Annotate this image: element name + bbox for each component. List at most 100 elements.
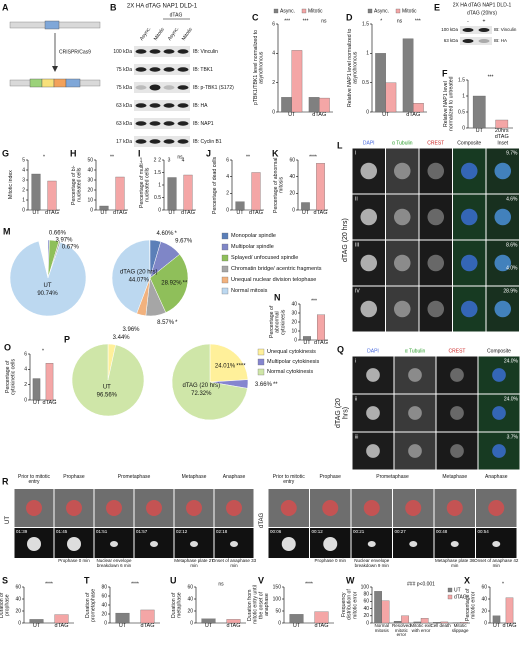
y-tick-label: 0: [272, 109, 275, 115]
frame-caption: Prophase 0 min: [58, 558, 90, 563]
cell: [450, 444, 464, 458]
y-tick-label: 2: [158, 157, 161, 163]
legend-swatch: [221, 243, 229, 251]
pie-name: dTAG (20 hrs): [183, 383, 221, 389]
x-tick-label: UT: [301, 210, 310, 216]
bar: [115, 176, 125, 211]
panel-letter: R: [2, 476, 9, 486]
cell: [360, 254, 378, 272]
blot-band: [149, 139, 161, 144]
cell: [393, 300, 411, 318]
y-tick-label: 60: [481, 584, 487, 590]
bar: [385, 82, 397, 113]
chromatin: [323, 537, 338, 551]
pie-value-label: 3.66%: [255, 382, 273, 388]
pie-slice: [71, 343, 145, 417]
y-tick-label: 1: [366, 51, 369, 57]
x-tick-label: dTAG: [313, 210, 328, 216]
cell: [494, 208, 512, 226]
bar: [316, 314, 325, 341]
blot-label: IB: HA: [193, 103, 208, 109]
pie-value-label: 90.74%: [37, 291, 58, 297]
chromatin: [488, 500, 505, 516]
significance: *: [380, 18, 382, 24]
bar: [281, 97, 292, 113]
y-tick-label: 40: [363, 606, 369, 612]
blot-strip: [460, 37, 492, 45]
bar: [226, 619, 241, 624]
timestamp: 00:27: [395, 529, 407, 534]
y-tick-label: 0: [366, 109, 369, 115]
bar: [374, 591, 382, 624]
legend-swatch: [257, 358, 265, 366]
percentage: 9.7%: [506, 150, 518, 156]
y-tick-label: 1.5: [362, 21, 369, 27]
panel-letter: W: [346, 575, 355, 585]
significance: *: [43, 154, 45, 160]
condition-label: dTAG: [259, 512, 266, 528]
channel-label: CREST: [449, 348, 466, 354]
y-tick-label: 80: [363, 592, 369, 598]
bar: [495, 119, 509, 129]
legend-label: dTAG: [454, 594, 467, 600]
bar: [319, 97, 330, 113]
timestamp: 02:12: [176, 529, 188, 534]
cell: [366, 444, 380, 458]
pie-name: UT: [44, 283, 52, 289]
panel-letter: V: [258, 575, 264, 585]
phase-label: Anaphase: [484, 474, 508, 480]
frame-caption: Metaphase plate 36 min: [434, 558, 475, 568]
significance: *: [175, 320, 178, 326]
legend-swatch: [257, 348, 265, 356]
row-label: IV: [355, 288, 360, 294]
blot-band: [149, 103, 161, 108]
panel-letter: K: [272, 148, 279, 158]
cell: [494, 254, 512, 272]
condition-label: dTAG (20 hrs): [342, 218, 350, 262]
percentage: 4.0%: [506, 265, 518, 271]
pie-value-label: 9.67%: [175, 238, 193, 244]
significance: ***: [284, 18, 290, 24]
pie-value-label: 96.56%: [97, 392, 118, 398]
chromatin: [186, 500, 202, 516]
chromatin: [226, 500, 242, 516]
panel-letter: H: [70, 148, 77, 158]
x-tick-label: Mitotic exit with error: [410, 623, 432, 633]
blot-band: [478, 39, 490, 43]
x-tick-label: dTAG: [113, 210, 127, 216]
timestamp: 01:51: [96, 529, 108, 534]
chromatin: [492, 541, 501, 547]
blot-band: [163, 103, 175, 108]
bar: [115, 612, 130, 624]
bar: [375, 53, 386, 113]
frame-caption: Prophase 0 min: [314, 558, 347, 563]
condition-label: dTAG (20 hrs): [334, 398, 350, 428]
blot-band: [149, 67, 161, 72]
significance: ****: [305, 581, 313, 587]
y-tick-label: 0.5: [362, 80, 369, 86]
x-tick-label: dTAG: [45, 210, 59, 216]
percentage: 4.6%: [506, 196, 518, 202]
bar: [54, 614, 69, 624]
timestamp: 01:39: [16, 529, 28, 534]
treatment-sign: -: [467, 18, 469, 24]
cell: [427, 254, 445, 272]
y-tick-label: 20: [101, 611, 107, 617]
panel-letter: L: [337, 140, 343, 150]
y-tick-label: 50: [275, 608, 281, 614]
phase-label: Prophase: [63, 474, 85, 480]
row-label: iii: [355, 434, 358, 440]
x-tick-label: UT: [303, 340, 311, 346]
x-tick-label: dTAG: [226, 623, 241, 629]
significance: ***: [311, 298, 317, 304]
y-tick-label: 0: [292, 207, 295, 213]
mw-marker: 63 kDa: [444, 38, 459, 43]
y-tick-label: 20: [87, 187, 93, 193]
y-tick-label: 80: [101, 584, 107, 590]
y-tick-label: 60: [187, 584, 193, 590]
arrow-head: [52, 66, 58, 72]
blot-band: [135, 85, 147, 90]
cell: [360, 162, 378, 180]
y-tick-label: 40: [481, 596, 487, 602]
significance: *: [174, 231, 177, 237]
